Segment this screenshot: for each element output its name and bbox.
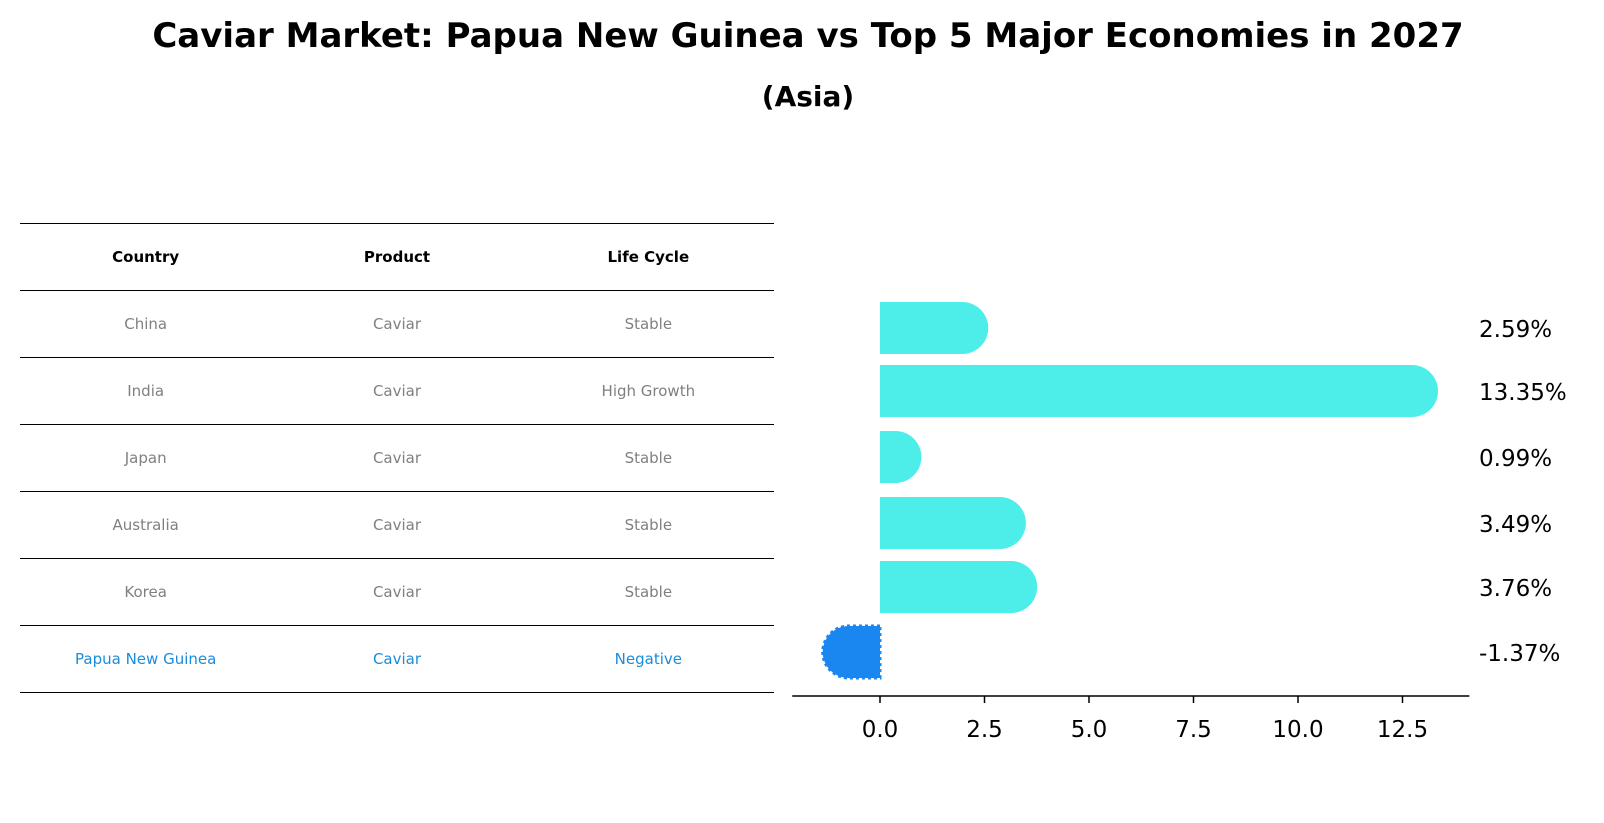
chart-subtitle: (Asia): [761, 80, 855, 113]
header-life-cycle: Life Cycle: [607, 248, 690, 266]
cell-country: Korea: [124, 583, 167, 601]
cell-life-cycle: Stable: [624, 516, 673, 534]
bar-japan: [880, 431, 922, 483]
value-label: 13.35%: [1479, 380, 1567, 406]
value-label: 0.99%: [1479, 446, 1552, 472]
table-row: Australia Caviar Stable: [20, 491, 774, 558]
x-tick-label: 12.5: [1377, 717, 1428, 743]
bar-papua-new-guinea: [821, 624, 882, 680]
bar-india: [880, 365, 1439, 417]
cell-country: India: [127, 382, 165, 400]
cell-life-cycle: Stable: [624, 449, 673, 467]
cell-country: China: [124, 315, 168, 333]
cell-life-cycle: Stable: [624, 315, 673, 333]
cell-country: Japan: [124, 449, 167, 467]
cell-life-cycle: Negative: [614, 650, 682, 668]
table-row-highlight: Papua New Guinea Caviar Negative: [20, 625, 774, 693]
cell-country: Australia: [112, 516, 179, 534]
cell-life-cycle: Stable: [624, 583, 673, 601]
x-tick-label: 5.0: [1071, 717, 1108, 743]
x-tick-label: 7.5: [1175, 717, 1212, 743]
table-row: India Caviar High Growth: [20, 357, 774, 424]
header-country: Country: [112, 248, 180, 266]
cell-country: Papua New Guinea: [75, 650, 217, 668]
cell-life-cycle: High Growth: [601, 382, 696, 400]
value-label: -1.37%: [1479, 641, 1560, 667]
table-header-row: Country Product Life Cycle: [20, 223, 774, 290]
value-label: 2.59%: [1479, 317, 1552, 343]
cell-product: Caviar: [372, 382, 422, 400]
x-tick-label: 2.5: [966, 717, 1003, 743]
bar-china: [880, 302, 989, 354]
header-product: Product: [363, 248, 431, 266]
cell-product: Caviar: [372, 583, 422, 601]
value-label: 3.76%: [1479, 576, 1552, 602]
market-table: Country Product Life Cycle China Caviar …: [20, 223, 774, 693]
bar-australia: [880, 497, 1026, 549]
bar-korea: [880, 561, 1038, 613]
table-row: Korea Caviar Stable: [20, 558, 774, 625]
value-label: 3.49%: [1479, 512, 1552, 538]
x-tick-label: 10.0: [1272, 717, 1323, 743]
cell-product: Caviar: [372, 449, 422, 467]
table-row: Japan Caviar Stable: [20, 424, 774, 491]
cell-product: Caviar: [372, 650, 422, 668]
chart-title: Caviar Market: Papua New Guinea vs Top 5…: [152, 16, 1464, 56]
table-row: China Caviar Stable: [20, 290, 774, 357]
cell-product: Caviar: [372, 516, 422, 534]
x-tick-label: 0.0: [862, 717, 899, 743]
cell-product: Caviar: [372, 315, 422, 333]
